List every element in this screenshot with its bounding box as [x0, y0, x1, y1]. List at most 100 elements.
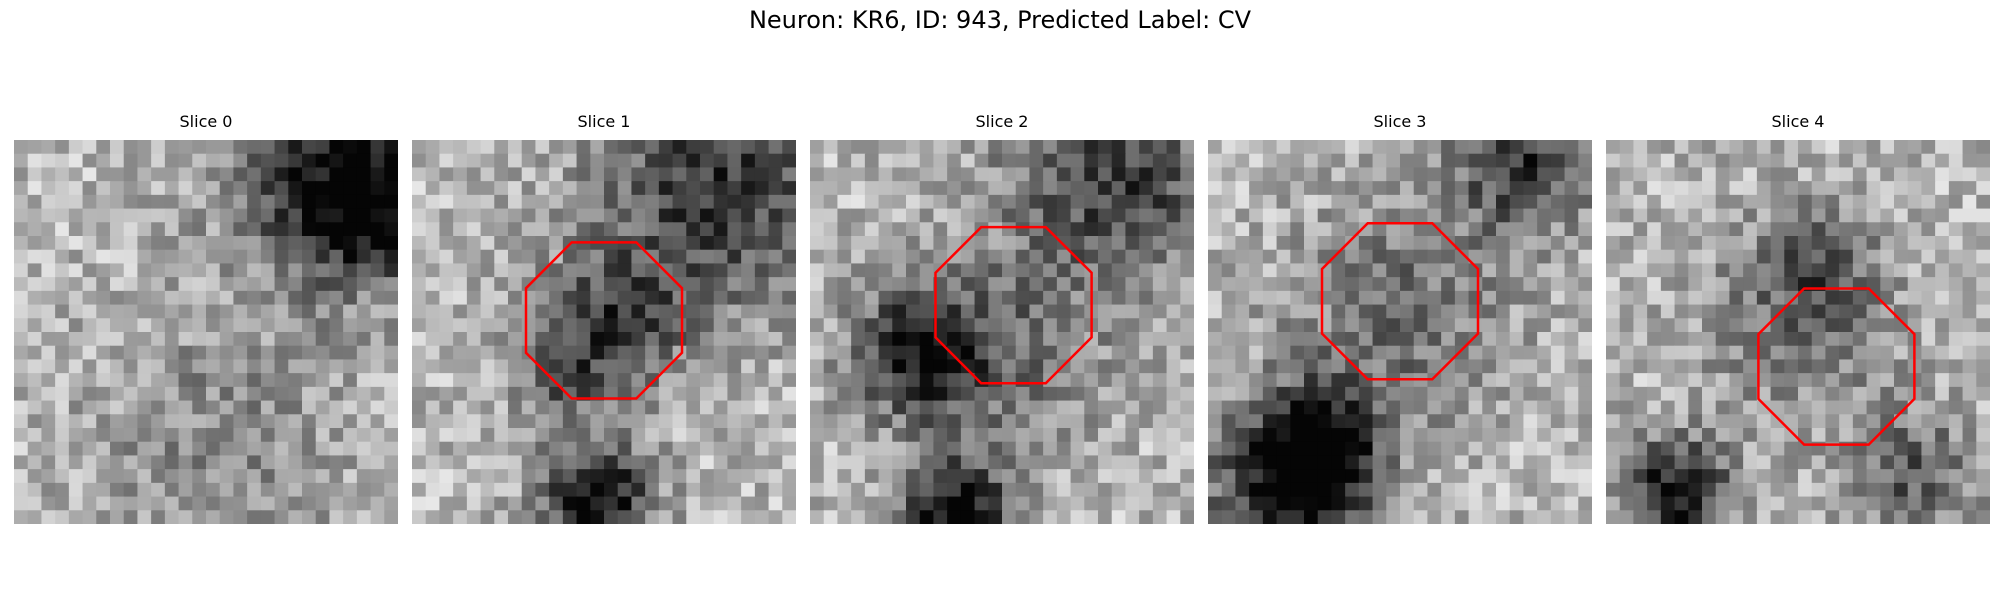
image-pixel: [1743, 359, 1758, 374]
image-pixel: [219, 236, 235, 251]
image-pixel: [549, 441, 564, 457]
image-pixel: [1468, 345, 1483, 361]
image-pixel: [1674, 455, 1689, 470]
image-pixel: [1180, 345, 1194, 361]
image-pixel: [1688, 263, 1703, 278]
image-pixel: [14, 386, 29, 402]
image-pixel: [617, 318, 633, 333]
image-pixel: [508, 194, 523, 210]
image-pixel: [947, 140, 962, 155]
image-pixel: [658, 386, 674, 402]
image-pixel: [1866, 345, 1881, 361]
image-pixel: [164, 167, 180, 182]
image-pixel: [1400, 469, 1415, 484]
image-pixel: [1825, 496, 1840, 511]
image-pixel: [1276, 332, 1291, 347]
image-pixel: [1235, 332, 1250, 347]
image-pixel: [1056, 222, 1072, 237]
image-pixel: [768, 304, 783, 319]
image-pixel: [1276, 277, 1291, 292]
image-pixel: [164, 400, 180, 415]
image-pixel: [1304, 263, 1319, 278]
image-pixel: [672, 400, 687, 415]
image-pixel: [1839, 400, 1854, 415]
image-pixel: [892, 455, 907, 470]
image-pixel: [1660, 194, 1676, 210]
image-pixel: [343, 496, 358, 511]
image-pixel: [1098, 167, 1113, 182]
image-pixel: [315, 304, 331, 319]
image-pixel: [1839, 208, 1854, 223]
image-pixel: [1729, 318, 1744, 333]
image-pixel: [508, 304, 523, 319]
image-pixel: [1331, 222, 1346, 237]
image-pixel: [1894, 373, 1909, 388]
image-pixel: [576, 167, 591, 182]
image-pixel: [851, 386, 866, 402]
image-pixel: [1688, 345, 1703, 361]
image-pixel: [315, 153, 331, 169]
image-pixel: [851, 222, 866, 237]
image-pixel: [41, 153, 56, 169]
image-pixel: [1002, 469, 1017, 484]
image-pixel: [919, 332, 935, 347]
image-pixel: [713, 496, 729, 511]
image-pixel: [576, 455, 591, 470]
image-pixel: [151, 208, 166, 223]
image-pixel: [356, 181, 372, 196]
image-pixel: [1386, 386, 1401, 402]
image-pixel: [1811, 222, 1827, 237]
image-pixel: [247, 510, 262, 524]
image-pixel: [343, 194, 358, 210]
image-pixel: [672, 140, 687, 155]
image-pixel: [1729, 455, 1744, 470]
image-pixel: [768, 414, 783, 429]
image-pixel: [1015, 496, 1031, 511]
image-pixel: [260, 277, 276, 292]
image-pixel: [466, 496, 482, 511]
image-pixel: [302, 441, 317, 457]
image-pixel: [1839, 359, 1854, 374]
image-pixel: [55, 290, 70, 306]
image-pixel: [1304, 441, 1319, 457]
image-pixel: [1249, 428, 1264, 443]
image-pixel: [178, 277, 193, 292]
image-pixel: [1468, 400, 1483, 415]
image-pixel: [906, 332, 921, 347]
image-pixel: [1743, 208, 1758, 223]
image-pixel: [356, 400, 372, 415]
image-pixel: [1111, 428, 1127, 443]
image-pixel: [1688, 414, 1703, 429]
image-pixel: [315, 290, 331, 306]
image-pixel: [1262, 441, 1278, 457]
image-pixel: [1619, 236, 1635, 251]
image-pixel: [960, 510, 976, 524]
image-pixel: [1125, 208, 1140, 223]
image-pixel: [1290, 208, 1305, 223]
image-pixel: [247, 249, 262, 265]
image-pixel: [960, 332, 976, 347]
image-pixel: [494, 441, 509, 457]
image-pixel: [315, 359, 331, 374]
image-pixel: [1304, 194, 1319, 210]
image-pixel: [219, 249, 235, 265]
image-pixel: [1276, 482, 1291, 498]
image-pixel: [1304, 373, 1319, 388]
image-pixel: [329, 263, 344, 278]
image-pixel: [1606, 373, 1621, 388]
image-pixel: [233, 181, 248, 196]
image-pixel: [1345, 428, 1360, 443]
image-pixel: [700, 318, 715, 333]
image-pixel: [1427, 386, 1442, 402]
image-pixel: [288, 167, 303, 182]
image-pixel: [631, 345, 646, 361]
image-pixel: [1221, 167, 1237, 182]
image-pixel: [810, 455, 825, 470]
image-pixel: [1111, 359, 1127, 374]
image-pixel: [851, 345, 866, 361]
image-pixel: [988, 482, 1003, 498]
image-pixel: [988, 359, 1003, 374]
image-pixel: [604, 153, 619, 169]
image-pixel: [1976, 359, 1990, 374]
image-pixel: [1509, 222, 1525, 237]
